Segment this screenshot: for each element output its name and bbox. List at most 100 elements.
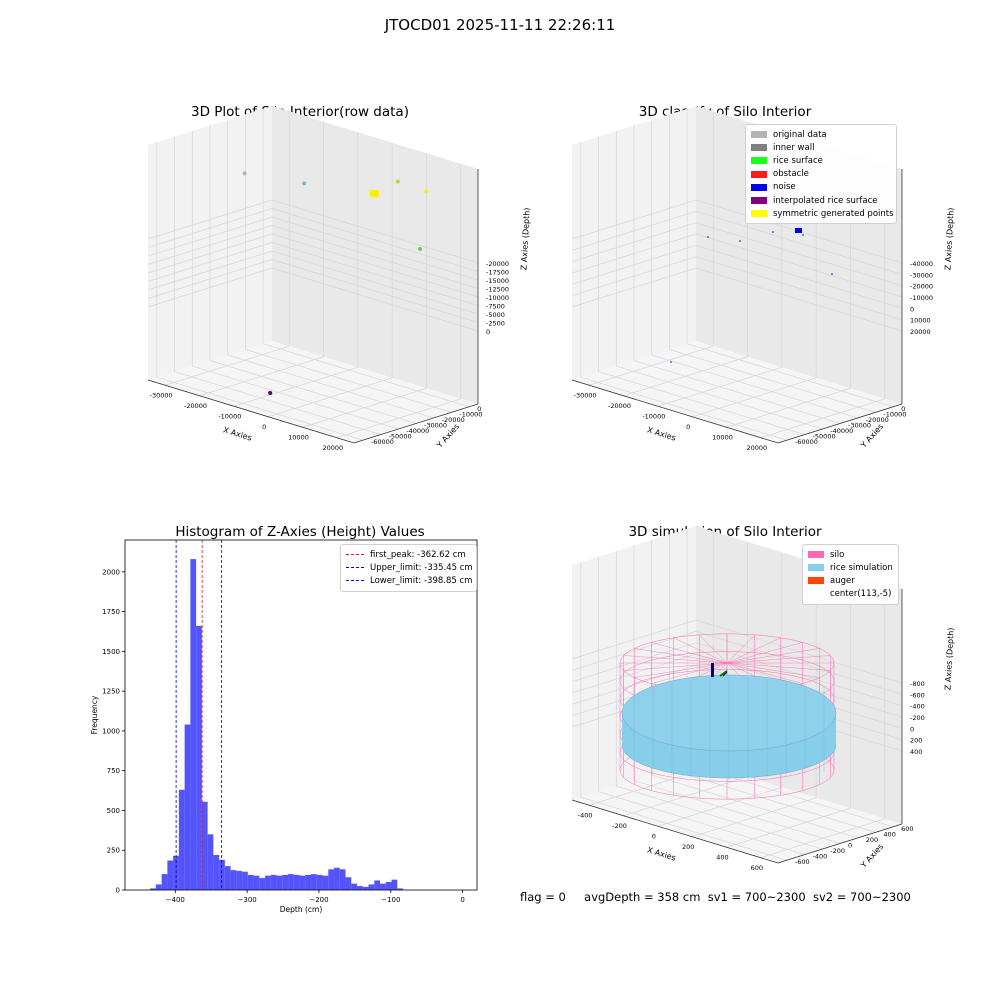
y-tick-label: 400 [883, 830, 895, 838]
gridline [271, 225, 479, 289]
gridline [227, 354, 434, 419]
gridline [571, 630, 697, 671]
histogram-bar [259, 878, 266, 890]
legend-swatch [751, 144, 767, 152]
histogram-bar [316, 874, 323, 890]
gridline [695, 244, 903, 309]
legend-swatch [808, 551, 824, 559]
y-tick-label: 2000 [102, 568, 120, 576]
legend-item: inner wall [751, 141, 891, 154]
y-tick-label: -10000 [883, 410, 906, 418]
y-axis-label: Y Axies [858, 842, 885, 870]
z-tick-label: -7500 [486, 303, 505, 311]
gridline [147, 267, 273, 308]
noise-point [707, 236, 709, 238]
silo-wire [726, 662, 820, 678]
legend-label: first_peak: -362.62 cm [370, 549, 466, 560]
z-tick-label: -200 [910, 714, 925, 722]
y-tick-label: -50000 [389, 433, 412, 441]
gridline [571, 653, 697, 694]
y-tick-label: -60000 [371, 438, 394, 446]
data-point [268, 391, 273, 396]
silo-wire [726, 634, 755, 664]
x-axis-label: X Axies [646, 845, 677, 862]
y-tick-label: -40000 [406, 427, 429, 435]
z-tick-label: -17500 [486, 269, 509, 277]
z-tick-label: 0 [486, 328, 490, 336]
gridline [695, 222, 903, 287]
gridline [192, 365, 399, 430]
histogram-bar [322, 875, 329, 890]
gridline [695, 256, 903, 321]
legend-item: Upper_limit: -335.45 cm [346, 561, 473, 574]
histogram-bar [213, 855, 220, 890]
gridline [571, 222, 697, 263]
noise-point [670, 361, 672, 363]
legend-item: noise [751, 181, 891, 194]
histogram-bar [224, 866, 231, 890]
x-tick-label: 0 [460, 896, 464, 904]
x-tick-label: 0 [686, 423, 690, 431]
data-point [242, 171, 247, 176]
gridline [651, 774, 858, 839]
z-tick-label: -20000 [910, 283, 933, 291]
histogram-bar [282, 874, 289, 890]
gridline [271, 242, 479, 306]
gridline [598, 791, 805, 855]
histogram-bar [368, 884, 375, 890]
y-tick-label: 250 [107, 847, 120, 855]
gridline [651, 354, 858, 419]
y-tick-label: 1000 [102, 727, 120, 735]
histogram-bar [207, 834, 214, 890]
z-tick-label: 400 [910, 748, 922, 756]
z-tick-label: -20000 [486, 260, 509, 268]
noise-point [772, 231, 774, 233]
y-axis-line [777, 823, 903, 864]
gridline [669, 349, 876, 413]
gridline [571, 664, 697, 705]
histogram-bar [299, 875, 306, 890]
gridline [580, 796, 787, 861]
z-tick-label: -800 [910, 680, 925, 688]
legend-item: symmetric generated points [751, 207, 894, 220]
z-tick-label: -12500 [486, 286, 509, 294]
histogram-bar [397, 888, 404, 890]
legend-swatch [751, 131, 767, 139]
gridline [271, 199, 479, 264]
legend-label: symmetric generated points [773, 208, 894, 219]
x-tick-label: −400 [166, 896, 185, 904]
legend-label: Lower_limit: -398.85 cm [370, 575, 473, 586]
y-tick-label: -50000 [813, 433, 836, 441]
noise-point [739, 240, 741, 242]
histogram-bar [161, 874, 168, 890]
gridline [147, 259, 273, 299]
y-tick-label: 200 [866, 836, 878, 844]
legend-line [346, 580, 364, 582]
silo-wire [699, 634, 728, 664]
plot4-3d-simulation: -400-2000200400600-600-400-2000200400600… [571, 526, 956, 872]
gridline [571, 244, 697, 285]
legend-label: rice surface [773, 155, 823, 166]
x-tick-label: −200 [309, 896, 328, 904]
flag-text: flag = 0 [520, 890, 566, 904]
y-tick-label: 1250 [102, 688, 120, 696]
legend-line [346, 554, 364, 556]
x-tick-label: -20000 [608, 402, 631, 410]
z-tick-label: -10000 [910, 294, 933, 302]
legend-swatch [751, 170, 767, 178]
histogram-bar [288, 874, 294, 890]
z-tick-label: -10000 [486, 294, 509, 302]
data-point [424, 189, 429, 194]
y-tick-label: 0 [116, 887, 120, 895]
legend-swatch [751, 183, 767, 191]
noise-point [831, 273, 833, 275]
x-tick-label: -20000 [184, 402, 207, 410]
y-tick-label: 1750 [102, 608, 120, 616]
histogram-bar [247, 874, 254, 890]
x-tick-label: 20000 [322, 444, 343, 452]
legend-item: original data [751, 128, 891, 141]
gridline [147, 233, 273, 274]
legend-item: interpolated rice surface [751, 194, 891, 207]
x-tick-label: -30000 [574, 391, 597, 399]
x-axis-line [147, 379, 355, 444]
